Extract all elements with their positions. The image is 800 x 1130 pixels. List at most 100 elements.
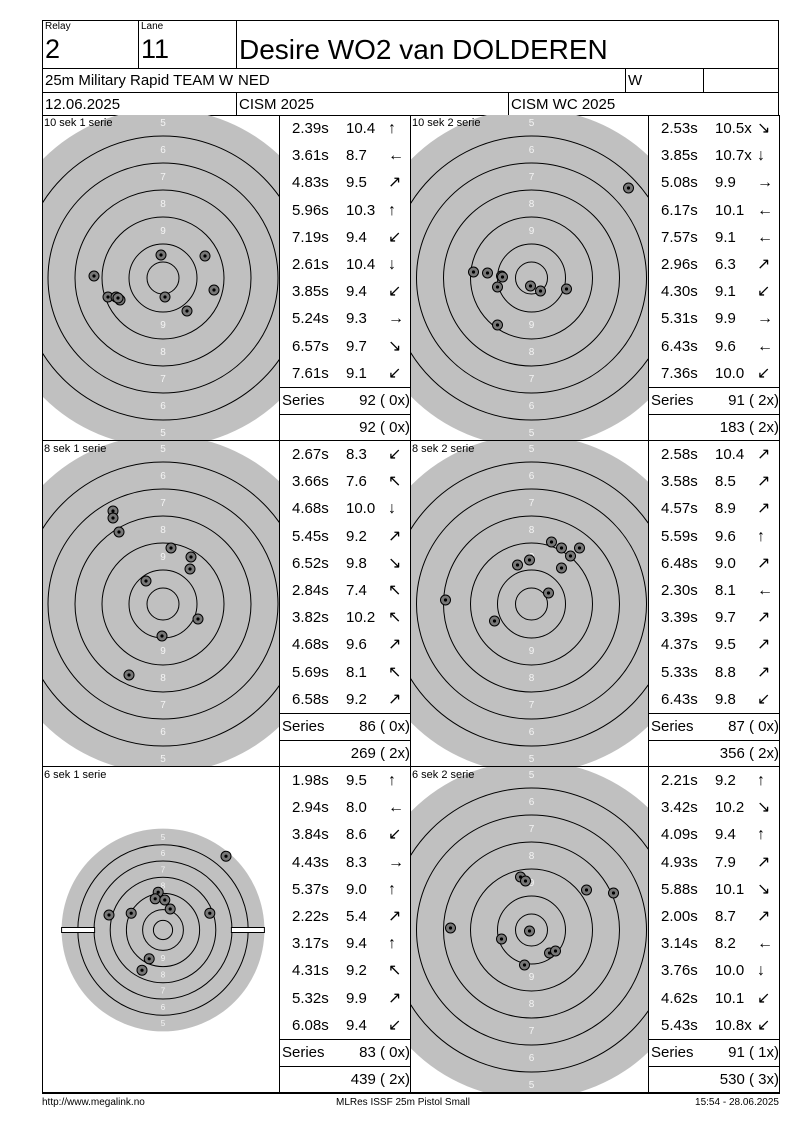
shot-score: 8.6 xyxy=(346,826,367,844)
shot-row: 6.48s 9.0 ↗ xyxy=(649,550,779,577)
competition: CISM 2025 xyxy=(236,92,509,116)
footer-center: MLRes ISSF 25m Pistol Small xyxy=(336,1097,470,1108)
shot-direction: ↖ xyxy=(388,473,402,491)
impact-center xyxy=(538,289,543,293)
shot-score: 9.8 xyxy=(346,554,367,572)
shot-direction: ↗ xyxy=(757,500,771,518)
shot-row: 2.96s 6.3 ↗ xyxy=(649,251,779,278)
ring-number: 5 xyxy=(529,770,535,781)
impact-center xyxy=(500,275,505,279)
shot-time: 5.24s xyxy=(292,310,329,328)
ring-number: 7 xyxy=(529,374,535,385)
series-label: Series xyxy=(282,392,325,409)
shot-row: 4.31s 9.2 ↖ xyxy=(280,957,410,984)
ring xyxy=(74,189,252,367)
running-total: 269 ( 2x) xyxy=(350,745,410,762)
impact-center xyxy=(522,963,527,967)
ring xyxy=(152,919,174,941)
running-total: 92 ( 0x) xyxy=(359,419,410,436)
series-total: 83 ( 0x) xyxy=(359,1044,410,1061)
ring-number: 9 xyxy=(529,646,535,657)
ring-number: 8 xyxy=(160,525,166,536)
shot-row: 6.57s 9.7 ↘ xyxy=(280,333,410,360)
shot-time: 5.08s xyxy=(661,174,698,192)
shot-time: 6.08s xyxy=(292,1016,329,1034)
shot-time: 6.17s xyxy=(661,201,698,219)
shot-row: 7.36s 10.0 ↙ xyxy=(649,360,779,387)
shot-time: 4.68s xyxy=(292,500,329,518)
shot-row: 5.43s 10.8x ↙ xyxy=(649,1012,779,1039)
shot-time: 7.57s xyxy=(661,228,698,246)
target: 5 5 6 6 7 7 8 8 9 9 10 sek 1 serie xyxy=(43,115,279,441)
shot-row: 6.08s 9.4 ↙ xyxy=(280,1012,410,1039)
shot-score: 8.2 xyxy=(715,935,736,953)
impact-center xyxy=(527,929,532,933)
series-label: Series xyxy=(282,1044,325,1061)
shot-list: 2.67s 8.3 ↙ 3.66s 7.6 ↖ 4.68s 10.0 ↓ 5.45s 9.2 ↗ 6.5… xyxy=(279,441,411,767)
shot-direction: ↖ xyxy=(388,663,402,681)
ring-number: 7 xyxy=(529,172,535,183)
shot-row: 5.08s 9.9 → xyxy=(649,169,779,196)
shot-direction: ↑ xyxy=(757,826,765,844)
ring-number: 7 xyxy=(160,172,166,183)
shot-time: 4.43s xyxy=(292,853,329,871)
series-total: 91 ( 2x) xyxy=(728,392,779,409)
shot-direction: ↙ xyxy=(388,228,402,246)
impact-center xyxy=(111,509,115,513)
shot-score: 6.3 xyxy=(715,256,736,273)
shot-direction: ↙ xyxy=(757,283,771,301)
shot-direction: → xyxy=(388,853,404,871)
shot-row: 5.37s 9.0 ↑ xyxy=(280,876,410,903)
footer-left: http://www.megalink.no xyxy=(42,1097,145,1108)
ring-number: 6 xyxy=(160,401,166,412)
shot-time: 6.58s xyxy=(292,690,329,708)
shot-time: 5.59s xyxy=(661,527,698,545)
shot-list: 2.39s 10.4 ↑ 3.61s 8.7 ← 4.83s 9.5 ↗ 5.96s 10.3 ↑ 7.… xyxy=(279,115,411,441)
ring-number: 5 xyxy=(529,118,535,129)
shot-list: 2.58s 10.4 ↗ 3.58s 8.5 ↗ 4.57s 8.9 ↗ 5.59s 9.6 ↑ 6.4… xyxy=(648,441,779,767)
shot-score: 8.1 xyxy=(346,663,367,681)
ring-number: 5 xyxy=(529,1080,535,1091)
shot-direction: ↘ xyxy=(757,799,771,817)
impact-center xyxy=(163,295,167,299)
shot-direction: ↙ xyxy=(757,989,771,1007)
shot-time: 3.76s xyxy=(661,962,698,980)
shot-direction: ↘ xyxy=(388,554,402,572)
impact-center xyxy=(212,288,216,292)
shot-direction: ↑ xyxy=(757,527,765,545)
shot-direction: ↑ xyxy=(388,772,396,789)
shot-score: 8.3 xyxy=(346,853,367,871)
shot-row: 6.52s 9.8 ↘ xyxy=(280,550,410,577)
shot-score: 10.4 xyxy=(715,446,745,463)
total-row: 530 ( 3x) xyxy=(649,1066,779,1092)
ring xyxy=(43,461,279,747)
shot-direction: ↑ xyxy=(388,201,396,219)
shot-row: 4.43s 8.3 → xyxy=(280,849,410,876)
impact-center xyxy=(527,558,532,562)
series-grid: 5 5 6 6 7 7 8 8 9 9 10 sek 1 serie 2.39s 10.4 ↑ 3.61s 8… xyxy=(42,115,780,1094)
ring xyxy=(497,569,566,639)
shot-direction: ↓ xyxy=(388,500,396,518)
impact-center xyxy=(196,617,200,621)
series-title: 10 sek 1 serie xyxy=(44,117,112,129)
running-total: 183 ( 2x) xyxy=(719,419,779,436)
shot-score: 9.4 xyxy=(346,1016,367,1034)
impact-center xyxy=(92,274,96,278)
ring-number: 7 xyxy=(161,987,166,996)
ring-number: 6 xyxy=(160,727,166,738)
impact-center xyxy=(144,579,148,583)
impact-center xyxy=(188,567,192,571)
aiming-bar xyxy=(230,927,265,933)
shot-time: 3.17s xyxy=(292,935,329,953)
ring-number: 8 xyxy=(529,525,535,536)
ring-number: 6 xyxy=(529,1053,535,1064)
ring-number: 6 xyxy=(160,145,166,156)
shot-row: 7.19s 9.4 ↙ xyxy=(280,224,410,251)
ring-number: 5 xyxy=(160,444,166,455)
shot-row: 4.62s 10.1 ↙ xyxy=(649,985,779,1012)
ring xyxy=(101,542,225,666)
target: 5 5 6 6 7 7 8 8 9 9 10 sek 2 serie xyxy=(411,115,648,441)
shot-direction: ← xyxy=(388,147,404,165)
shot-time: 3.39s xyxy=(661,609,698,627)
